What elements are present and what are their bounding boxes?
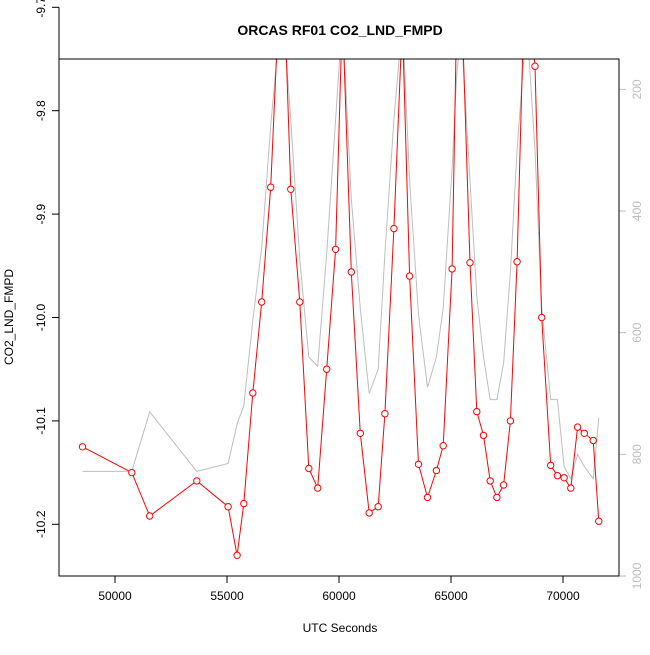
x-tick-label: 70000 bbox=[546, 589, 580, 603]
data-point bbox=[233, 551, 241, 559]
data-point bbox=[146, 512, 154, 520]
y2-tick-label: 200 bbox=[630, 79, 644, 99]
x-tick-label: 50000 bbox=[98, 589, 132, 603]
data-point bbox=[423, 493, 432, 502]
data-point bbox=[305, 464, 313, 473]
data-point bbox=[258, 298, 266, 306]
data-point bbox=[193, 477, 201, 485]
data-point bbox=[314, 484, 322, 492]
y-tick-label: -9.9 bbox=[34, 203, 48, 224]
data-point bbox=[589, 436, 597, 445]
data-point bbox=[493, 493, 501, 502]
x-tick-label: 65000 bbox=[434, 589, 468, 603]
data-point bbox=[547, 461, 555, 470]
y-tick-label: -10.0 bbox=[34, 304, 48, 332]
series-left bbox=[78, 59, 603, 559]
data-point bbox=[499, 481, 508, 489]
data-point bbox=[356, 429, 364, 437]
data-point bbox=[390, 224, 398, 233]
x-tick-label: 60000 bbox=[322, 589, 356, 603]
y2-tick-label: 400 bbox=[630, 201, 644, 221]
data-point bbox=[466, 259, 474, 267]
data-point bbox=[323, 365, 331, 373]
y-tick-label: -9.8 bbox=[34, 100, 48, 121]
data-point bbox=[432, 466, 441, 475]
data-point bbox=[365, 509, 373, 517]
series-layer bbox=[78, 59, 603, 559]
chart-title: ORCAS RF01 CO2_LND_FMPD bbox=[237, 22, 442, 38]
y2-tick-label: 1000 bbox=[630, 562, 644, 589]
data-point bbox=[448, 265, 456, 273]
x-tick-label: 55000 bbox=[210, 589, 244, 603]
y-axis-label: CO2_LND_FMPD bbox=[2, 269, 16, 365]
y-tick-label: -10.1 bbox=[34, 407, 48, 435]
plot-frame bbox=[58, 58, 620, 577]
data-point bbox=[560, 474, 568, 482]
data-point bbox=[374, 503, 382, 511]
data-point bbox=[224, 503, 232, 511]
data-point bbox=[249, 389, 257, 397]
series-right bbox=[82, 59, 600, 481]
data-point bbox=[267, 183, 275, 191]
data-point bbox=[240, 499, 248, 508]
data-point bbox=[381, 410, 389, 418]
data-point bbox=[513, 258, 521, 266]
data-point bbox=[553, 472, 562, 480]
data-point bbox=[538, 313, 546, 322]
data-point bbox=[479, 431, 488, 440]
data-point bbox=[473, 407, 481, 416]
data-point bbox=[78, 443, 87, 451]
data-point bbox=[287, 185, 295, 194]
data-point bbox=[296, 298, 304, 306]
data-point bbox=[567, 484, 575, 492]
x-axis-label: UTC Seconds bbox=[303, 621, 378, 635]
y2-tick-label: 600 bbox=[630, 322, 644, 342]
data-point bbox=[439, 442, 447, 450]
data-point bbox=[405, 272, 414, 280]
data-point bbox=[414, 460, 423, 468]
data-point bbox=[573, 423, 582, 431]
data-point bbox=[347, 268, 355, 276]
y2-tick-label: 800 bbox=[630, 444, 644, 464]
data-point bbox=[595, 517, 603, 525]
data-point bbox=[506, 417, 515, 425]
data-point bbox=[580, 429, 588, 437]
series-right-line bbox=[82, 59, 600, 481]
y-tick-label: -9.7 bbox=[34, 0, 48, 18]
data-point bbox=[331, 245, 340, 254]
data-point bbox=[486, 477, 494, 485]
data-point bbox=[531, 62, 539, 70]
y-tick-label: -10.2 bbox=[34, 510, 48, 538]
data-point bbox=[128, 468, 136, 477]
